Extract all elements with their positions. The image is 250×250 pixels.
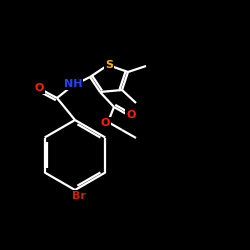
Text: S: S: [105, 60, 113, 70]
Text: O: O: [126, 110, 136, 120]
Text: O: O: [100, 118, 110, 128]
Text: NH: NH: [64, 79, 82, 89]
Text: O: O: [34, 83, 44, 93]
Text: Br: Br: [72, 191, 86, 201]
